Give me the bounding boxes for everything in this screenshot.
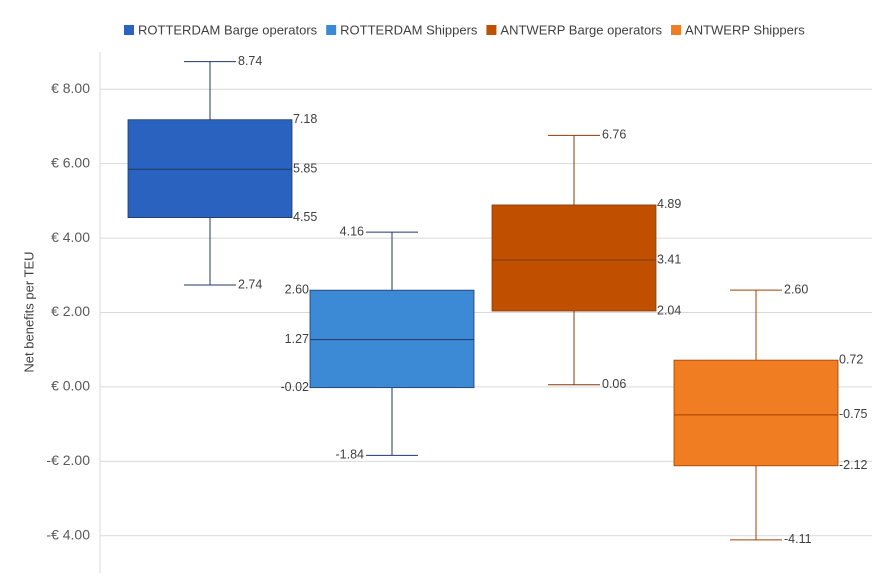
- data-label: 3.41: [657, 252, 681, 266]
- data-label: 4.89: [657, 197, 681, 211]
- data-label: 4.55: [293, 210, 317, 224]
- data-label: -0.02: [281, 380, 310, 394]
- data-label: -1.84: [336, 448, 365, 462]
- data-label: 8.74: [238, 54, 262, 68]
- legend-label: ANTWERP Barge operators: [500, 22, 662, 37]
- legend-swatch: [486, 25, 497, 35]
- legend-swatch: [326, 25, 337, 35]
- y-tick-label: € 4.00: [51, 229, 90, 245]
- data-label: 0.72: [839, 352, 863, 366]
- data-label: 7.18: [293, 112, 317, 126]
- data-label: 0.06: [602, 377, 626, 391]
- y-axis-title: Net benefits per TEU: [21, 251, 36, 372]
- data-label: -0.75: [839, 407, 868, 421]
- legend-label: ROTTERDAM Barge operators: [138, 22, 318, 37]
- y-tick-label: -€ 4.00: [46, 526, 90, 542]
- data-label: 2.04: [657, 303, 681, 317]
- data-label: 1.27: [285, 332, 309, 346]
- data-label: -2.12: [839, 458, 868, 472]
- box: [491, 204, 657, 312]
- data-label: 4.16: [340, 224, 364, 238]
- legend-label: ANTWERP Shippers: [685, 22, 805, 37]
- data-label: 2.60: [285, 282, 309, 296]
- data-label: 6.76: [602, 128, 626, 142]
- y-tick-label: € 0.00: [51, 378, 90, 394]
- data-label: -4.11: [784, 532, 812, 546]
- data-label: 5.85: [293, 162, 317, 176]
- box: [673, 359, 839, 467]
- y-tick-label: -€ 2.00: [46, 452, 90, 468]
- y-tick-label: € 8.00: [51, 80, 90, 96]
- y-tick-label: € 6.00: [51, 154, 90, 170]
- legend-swatch: [124, 25, 134, 35]
- box: [309, 289, 475, 389]
- y-tick-label: € 2.00: [51, 303, 90, 319]
- box: [127, 119, 293, 219]
- data-label: 2.60: [784, 282, 808, 296]
- legend-swatch: [671, 25, 682, 35]
- legend-label: ROTTERDAM Shippers: [340, 22, 478, 37]
- data-label: 2.74: [238, 277, 262, 291]
